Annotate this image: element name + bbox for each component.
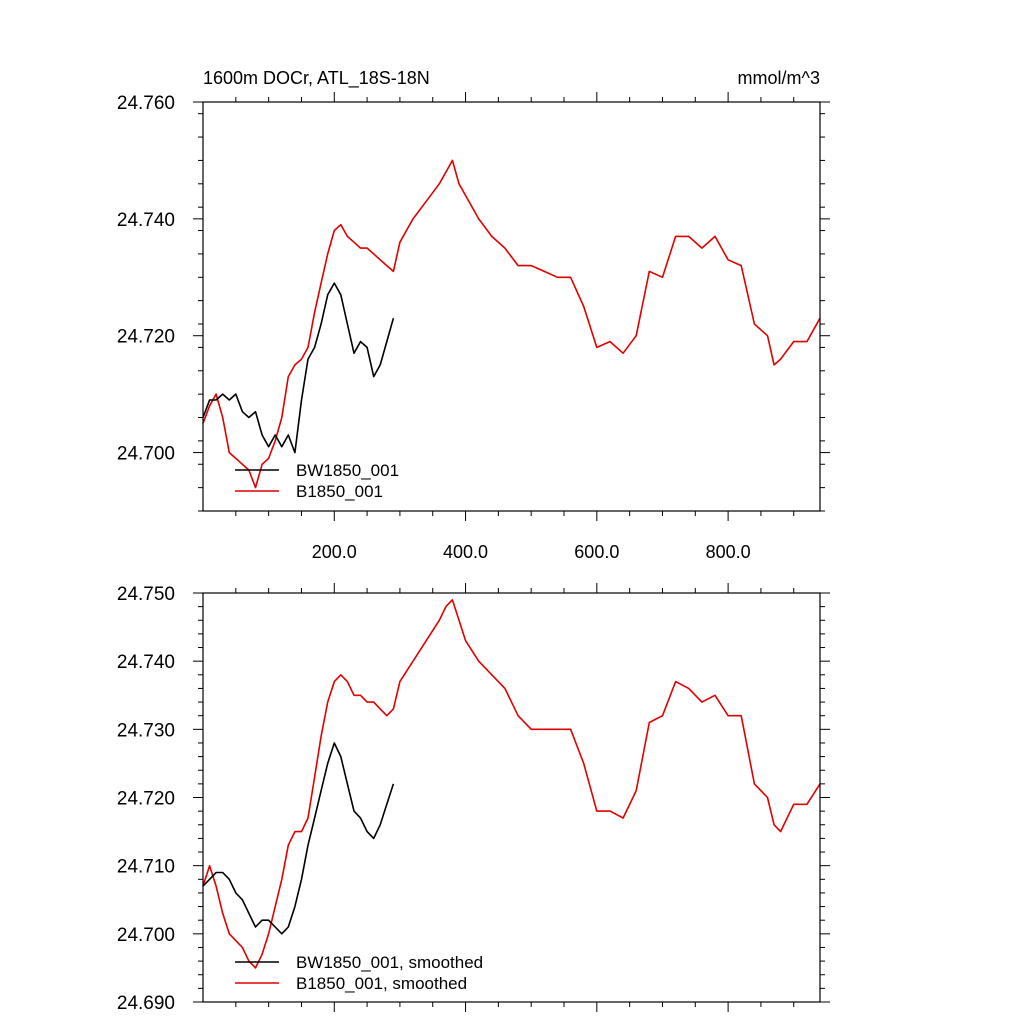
x-tick-label: 400.0 (443, 542, 488, 562)
y-tick-label: 24.720 (117, 327, 175, 348)
units-label: mmol/m^3 (738, 68, 820, 88)
top-panel: 1600m DOCr, ATL_18S-18N mmol/m^3 200.0 40… (117, 68, 830, 562)
top-legend: BW1850_001 B1850_001 (235, 461, 399, 501)
x-tick-label: 800.0 (706, 542, 751, 562)
legend-label-b1850: B1850_001 (296, 482, 383, 501)
bottom-panel: 24.690 24.700 24.710 24.720 24.730 24.740 24.7… (117, 583, 830, 1014)
chart-title: 1600m DOCr, ATL_18S-18N (203, 68, 430, 89)
top-series-line-red (202, 159, 821, 489)
bottom-series (202, 598, 821, 969)
top-plot-frame (202, 101, 821, 512)
legend-label-bw1850: BW1850_001 (296, 461, 399, 480)
bottom-series-line-red (202, 598, 821, 969)
y-tick-label: 24.700 (117, 925, 175, 946)
bottom-axis-ticks: 24.690 24.700 24.710 24.720 24.730 24.740 24.7… (117, 583, 830, 1014)
bottom-series-line-black (202, 742, 395, 935)
top-series (202, 159, 821, 489)
x-tick-label: 200.0 (312, 542, 357, 562)
y-tick-label: 24.740 (117, 210, 175, 231)
y-tick-label: 24.730 (117, 720, 175, 741)
legend-label-bw1850-smoothed: BW1850_001, smoothed (296, 953, 483, 972)
bottom-legend: BW1850_001, smoothed B1850_001, smoothed (235, 953, 483, 993)
bottom-plot-frame (202, 592, 821, 1003)
y-tick-label: 24.700 (117, 444, 175, 465)
y-tick-label: 24.750 (117, 584, 175, 605)
top-series-line-black (202, 282, 395, 454)
y-tick-label: 24.710 (117, 857, 175, 878)
top-axis-ticks: 200.0 400.0 600.0 800.0 24.700 24.720 24.740 24… (117, 92, 830, 562)
x-tick-label: 600.0 (574, 542, 619, 562)
y-tick-label: 24.720 (117, 789, 175, 810)
y-tick-label: 24.760 (117, 93, 175, 114)
y-tick-label: 24.690 (117, 993, 175, 1014)
legend-label-b1850-smoothed: B1850_001, smoothed (296, 974, 467, 993)
y-tick-label: 24.740 (117, 652, 175, 673)
